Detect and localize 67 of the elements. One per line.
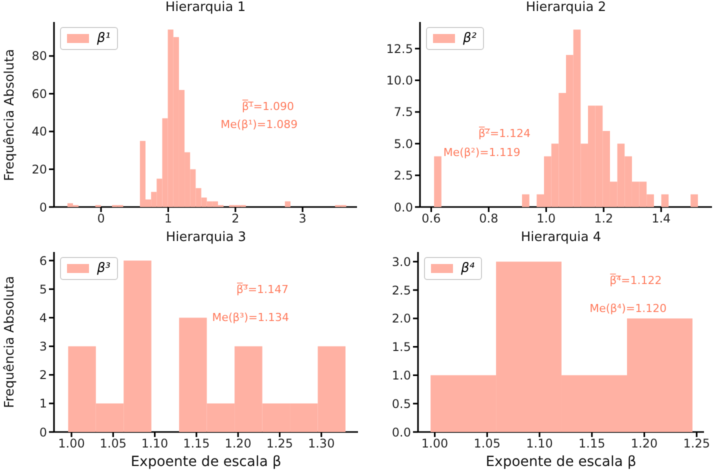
- y-tick-label: 0: [39, 200, 47, 214]
- annotation: Me(β³)=1.134: [212, 311, 290, 324]
- y-tick-label: 2.0: [392, 312, 411, 326]
- legend-label: β³: [97, 261, 111, 276]
- legend-label: β²: [463, 31, 477, 46]
- x-tick-label: 1.20: [630, 436, 658, 451]
- x-tick-label: 1: [164, 212, 172, 226]
- y-tick-label: 1.5: [392, 340, 411, 354]
- x-tick-label: 1.25: [683, 436, 710, 451]
- annotation: Me(β⁴)=1.120: [590, 302, 667, 316]
- x-tick-label: 1.2: [594, 212, 614, 226]
- x-tick-label: 1.15: [578, 436, 606, 451]
- x-tick-label: 1.15: [183, 436, 210, 451]
- y-tick-label: 0.0: [394, 200, 413, 214]
- x-tick-label: 0.6: [422, 212, 441, 226]
- y-tick-label: 1: [39, 396, 47, 411]
- y-tick-label: 12.5: [386, 42, 413, 56]
- x-axis-title: Expoente de escala β: [484, 454, 638, 470]
- x-tick-label: 1.05: [474, 436, 500, 451]
- x-tick-label: 2: [232, 212, 240, 226]
- y-tick-label: 0: [39, 425, 47, 440]
- y-tick-label: 2: [39, 368, 47, 382]
- legend-label: β⁴: [461, 261, 475, 276]
- y-tick-label: 40: [32, 124, 47, 139]
- x-tick-label: 1.10: [141, 436, 168, 451]
- x-tick-label: 1.20: [224, 436, 252, 451]
- y-axis-title: Frequência Absoluta: [2, 276, 18, 408]
- x-tick-label: 1.30: [308, 436, 335, 451]
- x-tick-label: 1.10: [526, 436, 553, 451]
- y-tick-label: 0.5: [392, 396, 411, 411]
- y-tick-label: 2.5: [394, 168, 413, 183]
- legend-label: β¹: [97, 31, 111, 46]
- y-tick-label: 4: [39, 310, 47, 325]
- annotation: Me(β¹)=1.089: [220, 118, 298, 132]
- y-tick-label: 3.0: [392, 254, 411, 269]
- annotation: Me(β²)=1.119: [443, 146, 520, 159]
- y-tick-label: 5.0: [394, 136, 413, 151]
- x-tick-label: 1.4: [652, 212, 671, 226]
- chart-title: Hierarquia 4: [520, 230, 602, 245]
- x-tick-label: 1.25: [266, 436, 294, 451]
- y-tick-label: 6: [39, 254, 47, 268]
- y-tick-label: 3: [39, 340, 47, 354]
- annotation: β̅³̅=1.147: [236, 282, 289, 296]
- annotation: β̅¹̅=1.090: [242, 100, 294, 113]
- x-tick-label: 3: [298, 212, 306, 226]
- x-axis-title: Expoente de escala β: [130, 454, 282, 470]
- y-tick-label: 7.5: [394, 105, 413, 120]
- y-tick-label: 0.0: [392, 425, 411, 440]
- y-tick-label: 20: [32, 162, 47, 177]
- chart-title: Hierarquia 2: [524, 0, 608, 15]
- x-tick-label: 1.00: [58, 436, 85, 451]
- y-tick-label: 10.0: [386, 74, 413, 88]
- y-tick-label: 5: [39, 282, 47, 296]
- y-tick-label: 1.0: [392, 368, 411, 382]
- y-tick-label: 2.5: [392, 283, 411, 298]
- y-tick-label: 60: [32, 86, 47, 101]
- chart-title: Hierarquia 3: [164, 230, 248, 245]
- y-tick-label: 80: [32, 49, 47, 64]
- y-axis-title: Frequência Absoluta: [2, 48, 18, 180]
- annotation: β̅²̅=1.124: [478, 127, 531, 140]
- chart-title: Hierarquia 1: [164, 0, 247, 15]
- x-tick-label: 1.05: [100, 436, 126, 451]
- annotation: β̅⁴̅=1.122: [610, 274, 662, 287]
- x-tick-label: 1.0: [536, 212, 556, 226]
- x-tick-label: 0.8: [479, 212, 498, 226]
- x-tick-label: 0: [97, 212, 105, 226]
- x-tick-label: 1.00: [421, 436, 448, 451]
